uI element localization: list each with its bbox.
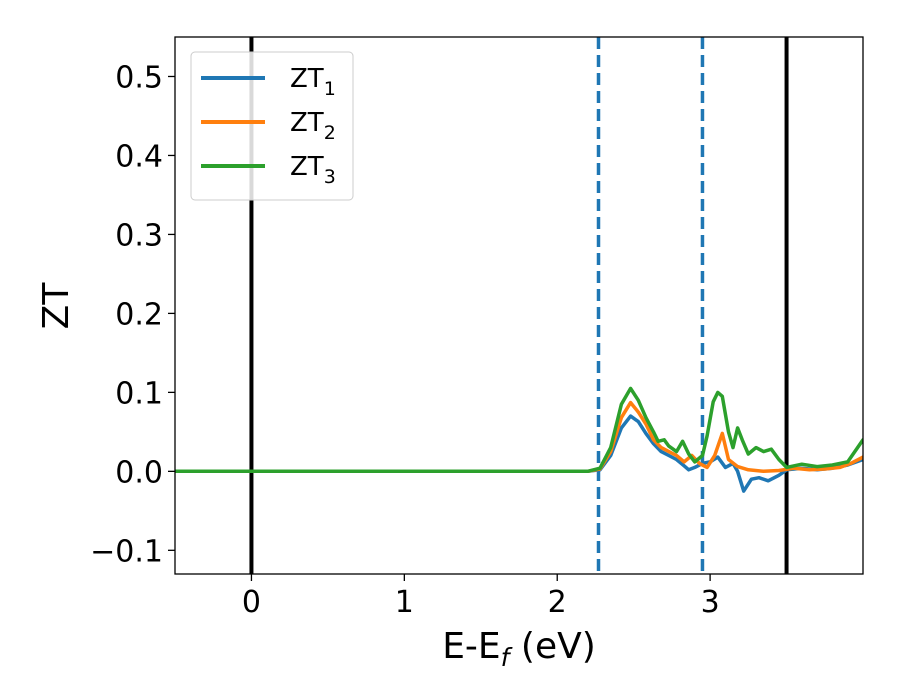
legend-label-zt3: ZT3 bbox=[290, 152, 336, 188]
y-tick-label: −0.1 bbox=[90, 534, 163, 569]
x-tick-label: 0 bbox=[242, 585, 261, 620]
legend-frame bbox=[190, 51, 354, 201]
y-tick-label: 0.2 bbox=[115, 297, 163, 332]
x-tick-label: 3 bbox=[701, 585, 720, 620]
series-lines bbox=[175, 386, 863, 493]
y-tick-label: 0.4 bbox=[115, 139, 163, 174]
legend-label-zt1: ZT1 bbox=[290, 64, 336, 100]
series-line-zt1 bbox=[175, 414, 863, 493]
plot-frame bbox=[174, 36, 864, 575]
x-tick-label: 1 bbox=[395, 585, 414, 620]
legend-label-zt2: ZT2 bbox=[290, 108, 336, 144]
y-tick-label: 0.1 bbox=[115, 376, 163, 411]
y-tick-label: 0.5 bbox=[115, 60, 163, 95]
y-axis-title: ZT bbox=[36, 282, 77, 330]
x-tick-label: 2 bbox=[548, 585, 567, 620]
legend: ZT1 ZT2 ZT3 bbox=[190, 51, 354, 201]
series-line-zt3 bbox=[175, 386, 863, 474]
y-tick-label: 0.3 bbox=[115, 218, 163, 253]
x-axis-ticks: 0 1 2 3 bbox=[242, 574, 720, 620]
series-line-zt2 bbox=[175, 400, 863, 474]
y-tick-label: 0.0 bbox=[115, 455, 163, 490]
x-axis-title: E-Ef (eV) bbox=[442, 626, 596, 672]
y-axis-ticks: −0.1 0.0 0.1 0.2 0.3 0.4 0.5 bbox=[90, 60, 175, 569]
